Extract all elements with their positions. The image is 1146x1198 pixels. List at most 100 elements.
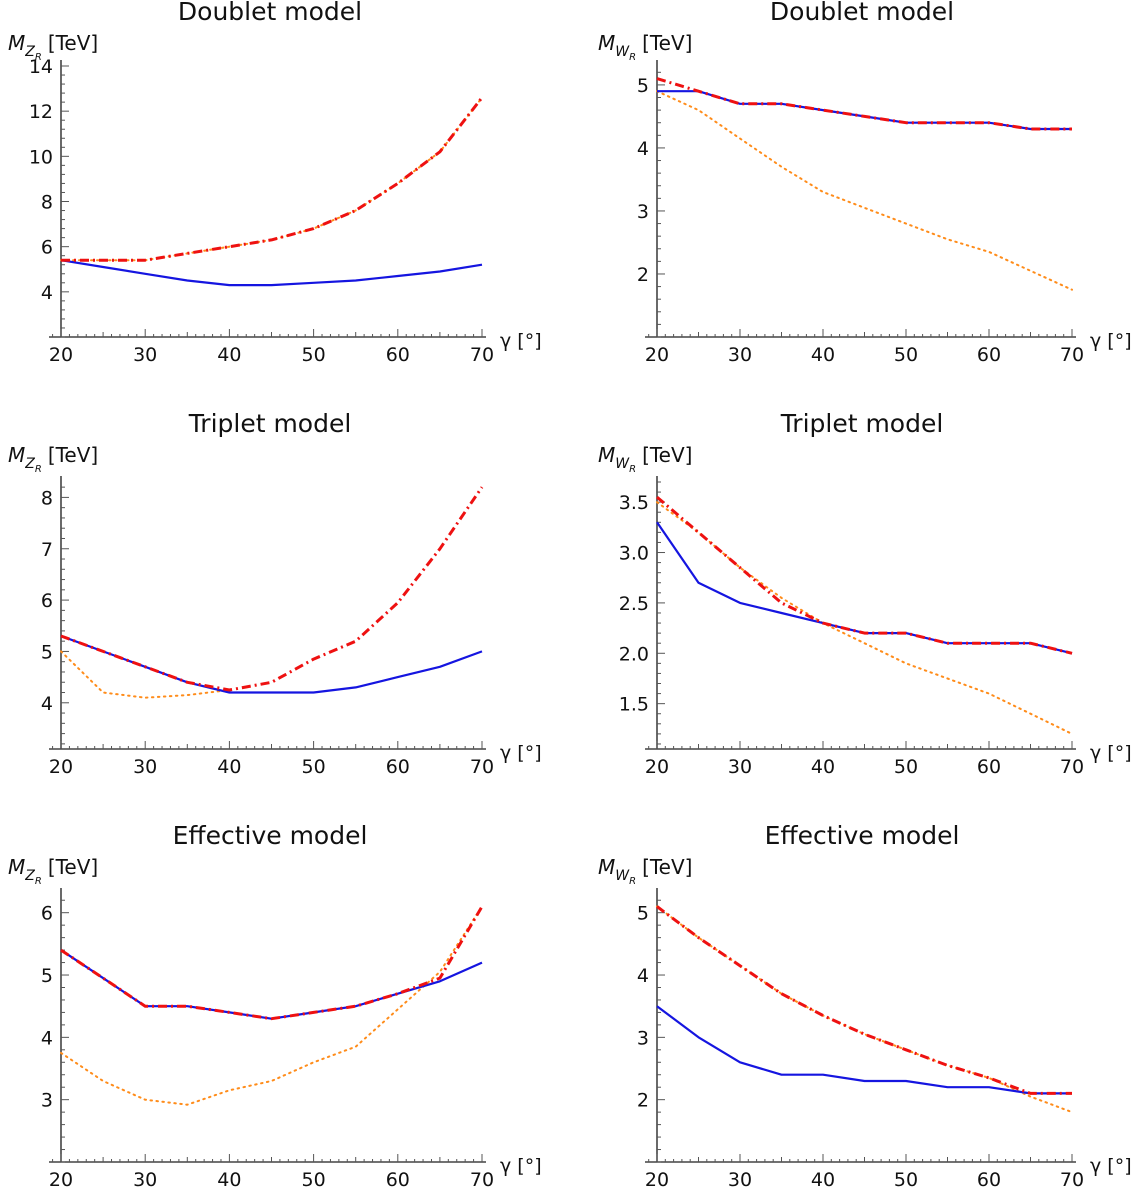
chart-title: Doublet model (770, 0, 954, 26)
x-tick-label: 60 (386, 344, 410, 366)
x-tick-label: 30 (133, 1169, 157, 1191)
x-tick-label: 40 (811, 756, 835, 778)
series-line-dashed (656, 495, 1073, 655)
x-tick-label: 50 (894, 756, 918, 778)
x-tick-label: 60 (386, 1169, 410, 1191)
y-tick-label: 5 (637, 903, 649, 925)
x-tick-label: 30 (728, 344, 752, 366)
series-line-dashed (60, 905, 484, 1021)
x-tick-label: 50 (302, 756, 326, 778)
x-axis-label: γ [°] (500, 1155, 542, 1177)
chart-title: Triplet model (780, 409, 944, 438)
series-line-solid (656, 1005, 1072, 1095)
y-tick-label: 4 (41, 1027, 53, 1049)
x-axis-label: γ [°] (1090, 742, 1132, 764)
x-tick-label: 40 (217, 756, 241, 778)
y-tick-label: 10 (29, 146, 53, 168)
y-tick-label: 2.0 (619, 643, 649, 665)
chart-title: Doublet model (178, 0, 362, 26)
series-line-solid (60, 634, 483, 694)
x-tick-label: 70 (470, 756, 494, 778)
y-axis-label: MWR[TeV] (598, 31, 692, 63)
y-tick-label: 2.5 (619, 593, 649, 615)
x-tick-label: 60 (977, 756, 1001, 778)
y-axis-label: MWR[TeV] (598, 443, 692, 475)
y-tick-label: 4 (637, 965, 649, 987)
chart-title: Triplet model (188, 409, 352, 438)
y-tick-label: 8 (41, 192, 53, 214)
x-tick-label: 20 (645, 756, 669, 778)
x-tick-label: 50 (302, 344, 326, 366)
x-tick-label: 20 (49, 756, 73, 778)
y-tick-label: 3 (41, 1090, 53, 1112)
series-line-dotted (60, 96, 483, 262)
y-tick-label: 3 (637, 1027, 649, 1049)
chart-title: Effective model (173, 821, 368, 850)
y-tick-label: 2 (637, 264, 649, 286)
x-tick-label: 70 (470, 344, 494, 366)
chart-panel-3: Triplet model MZR[TeV] 20 30 40 50 60 70 γ [°] 4 5… (8, 409, 542, 778)
series-line-dotted (656, 90, 1073, 291)
x-tick-label: 30 (133, 756, 157, 778)
series-line-dotted (60, 905, 483, 1106)
y-tick-label: 12 (29, 101, 53, 123)
chart-panel-4: Triplet model MWR[TeV] 20 30 40 50 60 70 γ [°] 1.… (598, 409, 1132, 778)
y-axis-label: MZR[TeV] (8, 31, 98, 63)
y-tick-label: 4 (637, 138, 649, 160)
x-tick-label: 60 (386, 756, 410, 778)
y-tick-label: 3.0 (619, 543, 649, 565)
x-tick-label: 30 (728, 1169, 752, 1191)
x-tick-label: 20 (645, 1169, 669, 1191)
y-tick-label: 6 (41, 237, 53, 259)
series-line-dashed (656, 905, 1072, 1095)
y-tick-label: 4 (41, 282, 53, 304)
series-line-dashed (656, 77, 1072, 131)
chart-panel-5: Effective model MZR[TeV] 20 30 40 50 60 70 γ [°]… (8, 821, 542, 1191)
x-tick-label: 40 (217, 344, 241, 366)
x-tick-label: 70 (1060, 756, 1084, 778)
x-tick-label: 60 (977, 344, 1001, 366)
x-tick-label: 70 (1060, 344, 1084, 366)
x-axis-label: γ [°] (500, 330, 542, 352)
y-tick-label: 3 (637, 201, 649, 223)
x-tick-label: 70 (1060, 1169, 1084, 1191)
x-tick-label: 50 (302, 1169, 326, 1191)
x-tick-label: 60 (977, 1169, 1001, 1191)
x-tick-label: 30 (133, 344, 157, 366)
y-axis-label: MWR[TeV] (598, 855, 692, 887)
y-tick-label: 1.5 (619, 694, 649, 716)
series-line-solid (60, 259, 483, 287)
y-tick-label: 3.5 (619, 492, 649, 514)
y-axis-label: MZR[TeV] (8, 443, 98, 475)
y-tick-label: 6 (41, 590, 53, 612)
series-line-dotted (656, 905, 1073, 1114)
y-tick-label: 5 (637, 75, 649, 97)
x-axis-label: γ [°] (500, 742, 542, 764)
y-tick-label: 6 (41, 903, 53, 925)
chart-title: Effective model (765, 821, 960, 850)
y-tick-label: 5 (41, 641, 53, 663)
chart-panel-6: Effective model MWR[TeV] 20 30 40 50 60 70 γ [°]… (598, 821, 1132, 1191)
y-tick-label: 5 (41, 965, 53, 987)
series-line-dashed (60, 486, 484, 692)
x-tick-label: 50 (894, 1169, 918, 1191)
chart-panel-2: Doublet model MWR[TeV] 20 30 40 50 60 70 γ [°] 2 3… (598, 0, 1132, 366)
x-tick-label: 30 (728, 756, 752, 778)
x-axis-label: γ [°] (1090, 1155, 1132, 1177)
y-tick-label: 4 (41, 693, 53, 715)
y-tick-label: 8 (41, 487, 53, 509)
series-line-dotted (656, 501, 1073, 735)
x-tick-label: 20 (645, 344, 669, 366)
y-tick-label: 2 (637, 1090, 649, 1112)
x-tick-label: 50 (894, 344, 918, 366)
series-line-dotted (60, 650, 231, 699)
y-axis-label: MZR[TeV] (8, 855, 98, 887)
x-tick-label: 40 (217, 1169, 241, 1191)
x-axis-label: γ [°] (1090, 330, 1132, 352)
chart-panel-1: Doublet model MZR[TeV] 20 30 40 50 60 70 γ [°] 4 6… (8, 0, 542, 366)
y-tick-label: 14 (29, 56, 53, 78)
x-tick-label: 70 (470, 1169, 494, 1191)
x-tick-label: 20 (49, 1169, 73, 1191)
x-tick-label: 40 (811, 1169, 835, 1191)
